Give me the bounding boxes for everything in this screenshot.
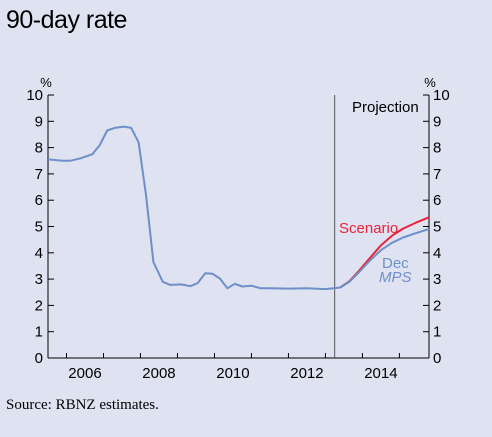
y-unit-right: % [424, 75, 436, 90]
y-tick-label-left: 9 [35, 113, 43, 130]
y-tick-label-right: 0 [433, 350, 441, 367]
y-tick-label-right: 1 [433, 324, 441, 341]
source-note: Source: RBNZ estimates. [6, 397, 159, 413]
y-tick-label-left: 1 [35, 324, 43, 341]
y-tick-label-left: 0 [35, 350, 43, 367]
y-tick-label-right: 4 [433, 245, 441, 262]
y-tick-label-right: 9 [433, 113, 441, 130]
y-unit-left: % [40, 75, 52, 90]
projection-label: Projection [352, 99, 419, 116]
y-tick-label-left: 10 [26, 87, 43, 104]
x-tick-label: 2012 [290, 365, 323, 382]
x-tick-label: 2006 [68, 365, 101, 382]
x-tick-label: 2008 [142, 365, 175, 382]
y-tick-label-left: 7 [35, 166, 43, 183]
series-label-dec: Dec [382, 255, 409, 272]
y-tick-label-left: 5 [35, 219, 43, 236]
y-tick-label-left: 8 [35, 140, 43, 157]
y-tick-label-left: 2 [35, 297, 43, 314]
series-label-scenario: Scenario [339, 220, 398, 237]
y-tick-label-right: 10 [433, 87, 450, 104]
y-tick-label-right: 6 [433, 192, 441, 209]
y-tick-label-right: 7 [433, 166, 441, 183]
y-tick-label-left: 4 [35, 245, 43, 262]
x-tick-label: 2010 [216, 365, 249, 382]
x-tick-label: 2014 [364, 365, 397, 382]
y-tick-label-right: 3 [433, 271, 441, 288]
y-tick-label-left: 3 [35, 271, 43, 288]
y-tick-label-right: 5 [433, 219, 441, 236]
chart-title: 90-day rate [6, 6, 127, 34]
series-line-dec-mps [47, 125, 430, 291]
y-tick-label-right: 2 [433, 297, 441, 314]
y-tick-label-left: 6 [35, 192, 43, 209]
y-tick-label-right: 8 [433, 140, 441, 157]
plot-area: % % 0 0 1 1 2 2 3 3 4 4 5 5 6 6 7 7 8 8 9 9 10 10 2006 2008 2010 20… [26, 75, 449, 382]
series-label-mps: MPS [379, 269, 412, 286]
